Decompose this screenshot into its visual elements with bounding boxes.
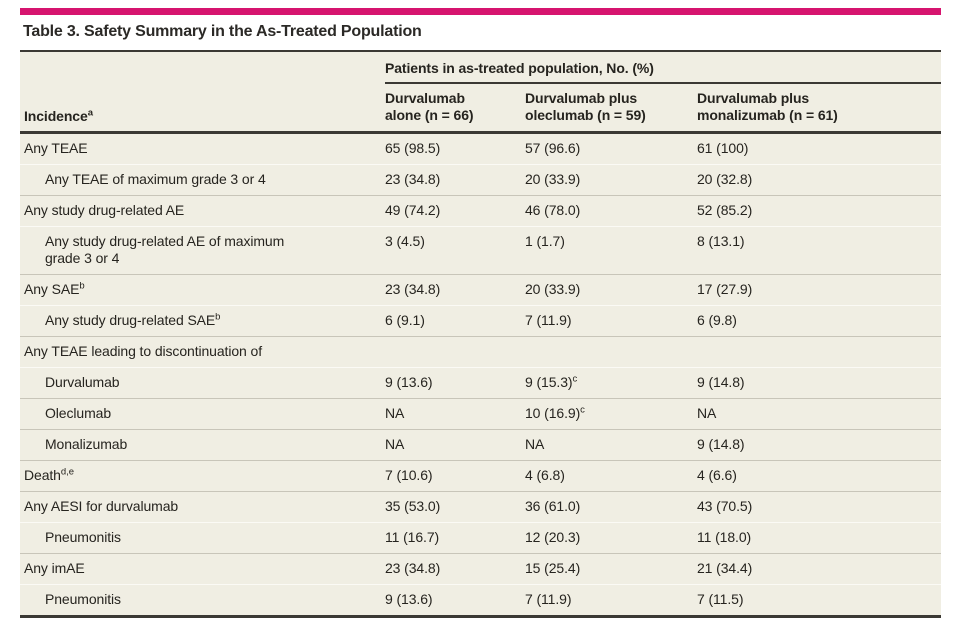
cell-value: 7 (11.5) bbox=[697, 591, 744, 607]
cell-value: 8 (13.1) bbox=[697, 233, 745, 249]
column-header-durvalumab-oleclumab: Durvalumab plus oleclumab (n = 59) bbox=[525, 90, 646, 123]
table-row: Any TEAE leading to discontinuation of bbox=[20, 336, 941, 367]
table-row: Pneumonitis 11 (16.7) 12 (20.3) 11 (18.0) bbox=[20, 522, 941, 553]
cell-value: 6 (9.1) bbox=[385, 312, 425, 328]
row-label: Deathd,e bbox=[24, 466, 75, 483]
table-row: Oleclumab NA 10 (16.9)c NA bbox=[20, 398, 941, 429]
table-row: Any study drug-related AE of maximum gra… bbox=[20, 226, 941, 274]
cell-value: NA bbox=[525, 436, 545, 452]
cell-value: NA bbox=[385, 436, 405, 452]
cell-value: 23 (34.8) bbox=[385, 281, 441, 297]
cell-value: 36 (61.0) bbox=[525, 498, 581, 514]
cell-value: 23 (34.8) bbox=[385, 171, 441, 187]
cell-value: 9 (14.8) bbox=[697, 436, 745, 452]
cell-value: 57 (96.6) bbox=[525, 140, 581, 156]
table-row: Any study drug-related AE 49 (74.2) 46 (78… bbox=[20, 195, 941, 226]
cell-value: 10 (16.9)c bbox=[525, 404, 585, 421]
cell-value: 7 (11.9) bbox=[525, 312, 572, 328]
footnote-marker: c bbox=[572, 373, 578, 385]
accent-bar bbox=[20, 8, 941, 15]
cell-value: 15 (25.4) bbox=[525, 560, 581, 576]
table-row: Any AESI for durvalumab 35 (53.0) 36 (61.0… bbox=[20, 491, 941, 522]
cell-value: NA bbox=[697, 405, 717, 421]
row-label: Pneumonitis bbox=[45, 529, 121, 545]
cell-value: 4 (6.6) bbox=[697, 467, 737, 483]
row-header-footnote-marker: a bbox=[87, 107, 93, 119]
row-label: Any imAE bbox=[24, 560, 85, 576]
cell-value: 46 (78.0) bbox=[525, 202, 581, 218]
footnote-marker: d,e bbox=[60, 466, 75, 478]
cell-value: 7 (11.9) bbox=[525, 591, 572, 607]
row-label: Any TEAE leading to discontinuation of bbox=[24, 343, 262, 359]
cell-value: 11 (16.7) bbox=[385, 529, 440, 545]
table-row: Durvalumab 9 (13.6) 9 (15.3)c 9 (14.8) bbox=[20, 367, 941, 398]
cell-value bbox=[385, 343, 525, 360]
row-header-incidence: Incidencea bbox=[20, 108, 385, 124]
page: Table 3. Safety Summary in the As-Treate… bbox=[20, 8, 941, 618]
cell-value: 9 (13.6) bbox=[385, 591, 433, 607]
header-rule bbox=[20, 131, 941, 134]
row-label: Any TEAE of maximum grade 3 or 4 bbox=[45, 171, 266, 187]
row-label: Durvalumab bbox=[45, 374, 120, 390]
cell-value: 9 (13.6) bbox=[385, 374, 433, 390]
column-header-durvalumab-alone: Durvalumab alone (n = 66) bbox=[385, 90, 474, 123]
cell-value: 4 (6.8) bbox=[525, 467, 565, 483]
cell-value: 11 (18.0) bbox=[697, 529, 752, 545]
cell-value: 21 (34.4) bbox=[697, 560, 753, 576]
cell-value bbox=[697, 343, 941, 360]
cell-value: 49 (74.2) bbox=[385, 202, 441, 218]
table-body: Any TEAE 65 (98.5) 57 (96.6) 61 (100) Any TE… bbox=[20, 134, 941, 615]
cell-value: 17 (27.9) bbox=[697, 281, 753, 297]
safety-summary-table: Patients in as-treated population, No. (… bbox=[20, 52, 941, 618]
footnote-marker: c bbox=[580, 404, 585, 416]
table-row: Pneumonitis 9 (13.6) 7 (11.9) 7 (11.5) bbox=[20, 584, 941, 615]
table-title: Table 3. Safety Summary in the As-Treate… bbox=[23, 23, 422, 40]
cell-value: 9 (15.3)c bbox=[525, 373, 578, 390]
cell-value bbox=[525, 343, 697, 360]
table-row: Monalizumab NA NA 9 (14.8) bbox=[20, 429, 941, 460]
row-label: Any AESI for durvalumab bbox=[24, 498, 179, 514]
title-rule bbox=[20, 50, 941, 52]
cell-value: 20 (33.9) bbox=[525, 281, 581, 297]
cell-value: 12 (20.3) bbox=[525, 529, 581, 545]
table-row: Deathd,e 7 (10.6) 4 (6.8) 4 (6.6) bbox=[20, 460, 941, 491]
table-row: Any study drug-related SAEb 6 (9.1) 7 (11.… bbox=[20, 305, 941, 336]
row-label: Any study drug-related AE bbox=[24, 202, 185, 218]
cell-value: NA bbox=[385, 405, 405, 421]
bottom-rule bbox=[20, 615, 941, 618]
table-header: Patients in as-treated population, No. (… bbox=[20, 52, 941, 131]
column-header-durvalumab-monalizumab: Durvalumab plus monalizumab (n = 61) bbox=[697, 90, 838, 123]
cell-value: 6 (9.8) bbox=[697, 312, 737, 328]
table-row: Any SAEb 23 (34.8) 20 (33.9) 17 (27.9) bbox=[20, 274, 941, 305]
footnote-marker: b bbox=[215, 311, 221, 323]
row-header-label: Incidence bbox=[24, 108, 88, 124]
row-label: Any study drug-related SAEb bbox=[45, 311, 221, 328]
cell-value: 43 (70.5) bbox=[697, 498, 753, 514]
column-header-row: Incidencea Durvalumab alone (n = 66) Durv… bbox=[20, 84, 941, 131]
column-group-header: Patients in as-treated population, No. (… bbox=[385, 52, 941, 84]
cell-value: 3 (4.5) bbox=[385, 233, 425, 249]
cell-value: 9 (14.8) bbox=[697, 374, 745, 390]
row-label: Pneumonitis bbox=[45, 591, 121, 607]
row-label: Monalizumab bbox=[45, 436, 128, 452]
cell-value: 52 (85.2) bbox=[697, 202, 753, 218]
footnote-marker: b bbox=[79, 280, 85, 292]
row-label: Any study drug-related AE of maximum gra… bbox=[45, 233, 285, 266]
cell-value: 23 (34.8) bbox=[385, 560, 441, 576]
cell-value: 7 (10.6) bbox=[385, 467, 433, 483]
cell-value: 65 (98.5) bbox=[385, 140, 441, 156]
cell-value: 1 (1.7) bbox=[525, 233, 565, 249]
table-row: Any TEAE 65 (98.5) 57 (96.6) 61 (100) bbox=[20, 134, 941, 164]
cell-value: 20 (32.8) bbox=[697, 171, 753, 187]
cell-value: 20 (33.9) bbox=[525, 171, 581, 187]
table-row: Any imAE 23 (34.8) 15 (25.4) 21 (34.4) bbox=[20, 553, 941, 584]
row-label: Oleclumab bbox=[45, 405, 112, 421]
row-label: Any SAEb bbox=[24, 280, 85, 297]
cell-value: 61 (100) bbox=[697, 140, 749, 156]
row-label: Any TEAE bbox=[24, 140, 88, 156]
table-row: Any TEAE of maximum grade 3 or 4 23 (34.8… bbox=[20, 164, 941, 195]
cell-value: 35 (53.0) bbox=[385, 498, 441, 514]
column-group-row: Patients in as-treated population, No. (… bbox=[20, 52, 941, 84]
